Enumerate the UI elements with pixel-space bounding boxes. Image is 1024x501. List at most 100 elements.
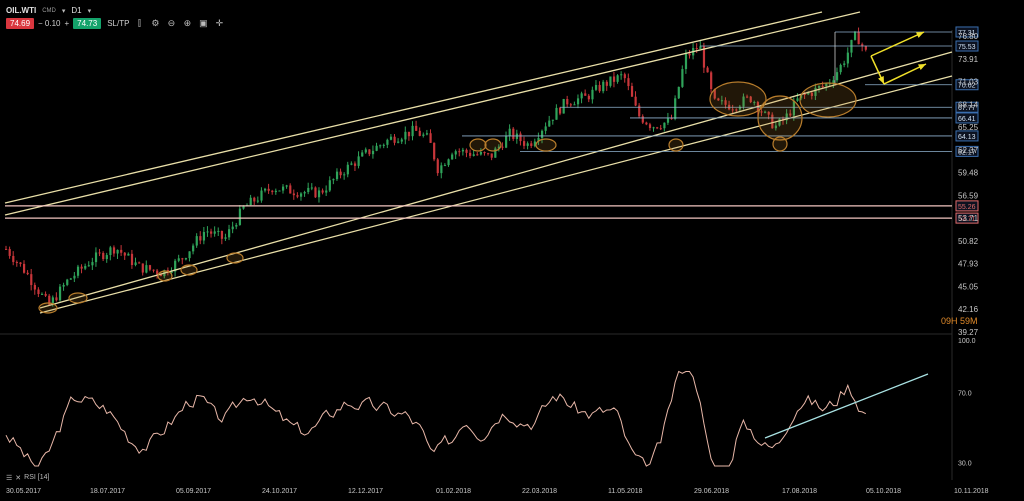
date-tick-label: 05.09.2017 xyxy=(176,488,211,495)
rsi-line xyxy=(5,370,867,467)
zoom-out-icon[interactable]: ⊖ xyxy=(167,18,176,28)
candle-body xyxy=(40,293,44,295)
crosshair-icon[interactable]: ✛ xyxy=(215,18,224,28)
candle-body xyxy=(123,252,126,256)
zoom-in-icon[interactable]: ⊕ xyxy=(183,18,192,28)
timeframe-dropdown-icon[interactable]: ▾ xyxy=(87,7,92,15)
candle-body xyxy=(73,275,76,279)
candle-body xyxy=(213,231,216,234)
rsi-name: RSI [14] xyxy=(24,474,50,481)
candle-body xyxy=(116,249,119,254)
candle-body xyxy=(220,230,224,239)
price-label-text: 64.13 xyxy=(958,134,976,141)
volume-decrement[interactable]: − 0.10 xyxy=(38,19,61,28)
price-label-box xyxy=(955,212,979,224)
candle-body xyxy=(580,93,583,99)
highlight-circle xyxy=(757,95,803,141)
candle-body xyxy=(375,145,378,151)
candle-body xyxy=(803,93,806,95)
forecast-arrow-line xyxy=(870,31,925,57)
symbol-dropdown-icon[interactable]: ▾ xyxy=(61,7,66,15)
buy-price-button[interactable]: 74.73 xyxy=(73,18,102,29)
date-tick-label: 11.05.2018 xyxy=(608,488,643,495)
close-icon[interactable]: ✕ xyxy=(15,475,22,482)
candle-body xyxy=(825,83,828,87)
candle-body xyxy=(490,153,493,158)
forecast-arrow-head xyxy=(878,76,884,84)
candle-body xyxy=(177,258,180,261)
candle-body xyxy=(638,105,641,117)
rsi-indicator-label[interactable]: ☰ ✕ RSI [14] xyxy=(6,474,49,482)
candle-body xyxy=(192,245,195,252)
candle-body xyxy=(674,98,677,119)
highlight-circle xyxy=(157,270,173,282)
candle-body xyxy=(494,148,497,158)
candle-body xyxy=(605,81,608,86)
candle-body xyxy=(202,232,206,241)
price-tick-label: 62.37 xyxy=(958,146,979,155)
symbol-type-badge: CMD xyxy=(42,7,56,14)
price-tick-label: 45.05 xyxy=(958,282,979,291)
candle-body xyxy=(677,86,680,99)
rsi-tick-label: 30.0 xyxy=(958,461,972,468)
candle-body xyxy=(242,206,245,209)
price-tick-label: 53.71 xyxy=(958,214,979,223)
candle-body xyxy=(415,125,418,131)
list-icon[interactable]: ☰ xyxy=(6,475,13,482)
indicator-icon[interactable]: ⫿ xyxy=(137,18,141,28)
candle-body xyxy=(130,253,134,266)
date-tick-label: 30.05.2017 xyxy=(6,488,41,495)
candle-body xyxy=(602,81,605,92)
candle-body xyxy=(361,152,364,157)
rsi-tick-label: 70.0 xyxy=(958,391,972,398)
candle-body xyxy=(80,266,83,269)
candle-body xyxy=(839,64,842,73)
highlight-circle xyxy=(668,138,684,152)
sltp-button[interactable]: SL/TP xyxy=(107,19,130,28)
candle-body xyxy=(713,89,716,99)
candle-body xyxy=(695,48,698,50)
forecast-arrow-head xyxy=(916,32,924,38)
price-tick-label: 50.82 xyxy=(958,237,979,246)
candle-body xyxy=(98,252,101,254)
date-tick-label: 18.07.2017 xyxy=(90,488,125,495)
symbol-name[interactable]: OIL.WTI xyxy=(6,6,37,15)
candle-body xyxy=(127,253,130,256)
candle-body xyxy=(810,92,813,96)
candle-body xyxy=(404,131,407,140)
candle-body xyxy=(15,261,18,263)
date-tick-label: 12.12.2017 xyxy=(348,488,383,495)
candle-body xyxy=(184,258,188,260)
candle-body xyxy=(418,130,421,136)
candle-body xyxy=(616,75,619,82)
candle-body xyxy=(317,190,321,198)
candle-body xyxy=(843,63,846,65)
layout-icon[interactable]: ▣ xyxy=(199,18,208,28)
price-label-box xyxy=(955,26,979,38)
candle-body xyxy=(289,185,292,194)
candle-countdown: 09H 59M xyxy=(941,316,978,326)
candle-body xyxy=(181,258,184,260)
candle-body xyxy=(656,127,659,129)
candle-body xyxy=(519,133,522,142)
settings-icon[interactable]: ⚙ xyxy=(151,18,160,28)
timeframe-selector[interactable]: D1 xyxy=(71,6,82,15)
volume-increment[interactable]: + xyxy=(64,19,70,28)
candle-body xyxy=(846,52,849,64)
candle-body xyxy=(558,107,562,114)
candle-body xyxy=(292,193,295,196)
candle-body xyxy=(112,247,116,254)
candle-body xyxy=(400,139,403,142)
candle-body xyxy=(156,270,159,275)
candle-body xyxy=(641,116,644,123)
highlight-circle xyxy=(484,138,502,152)
candle-body xyxy=(569,104,572,106)
candle-body xyxy=(84,266,87,269)
highlight-circle xyxy=(38,302,58,314)
candle-body xyxy=(562,98,565,114)
candle-body xyxy=(224,237,227,239)
candle-body xyxy=(537,137,540,142)
candle-body xyxy=(231,226,234,230)
sell-price-button[interactable]: 74.69 xyxy=(6,18,35,29)
